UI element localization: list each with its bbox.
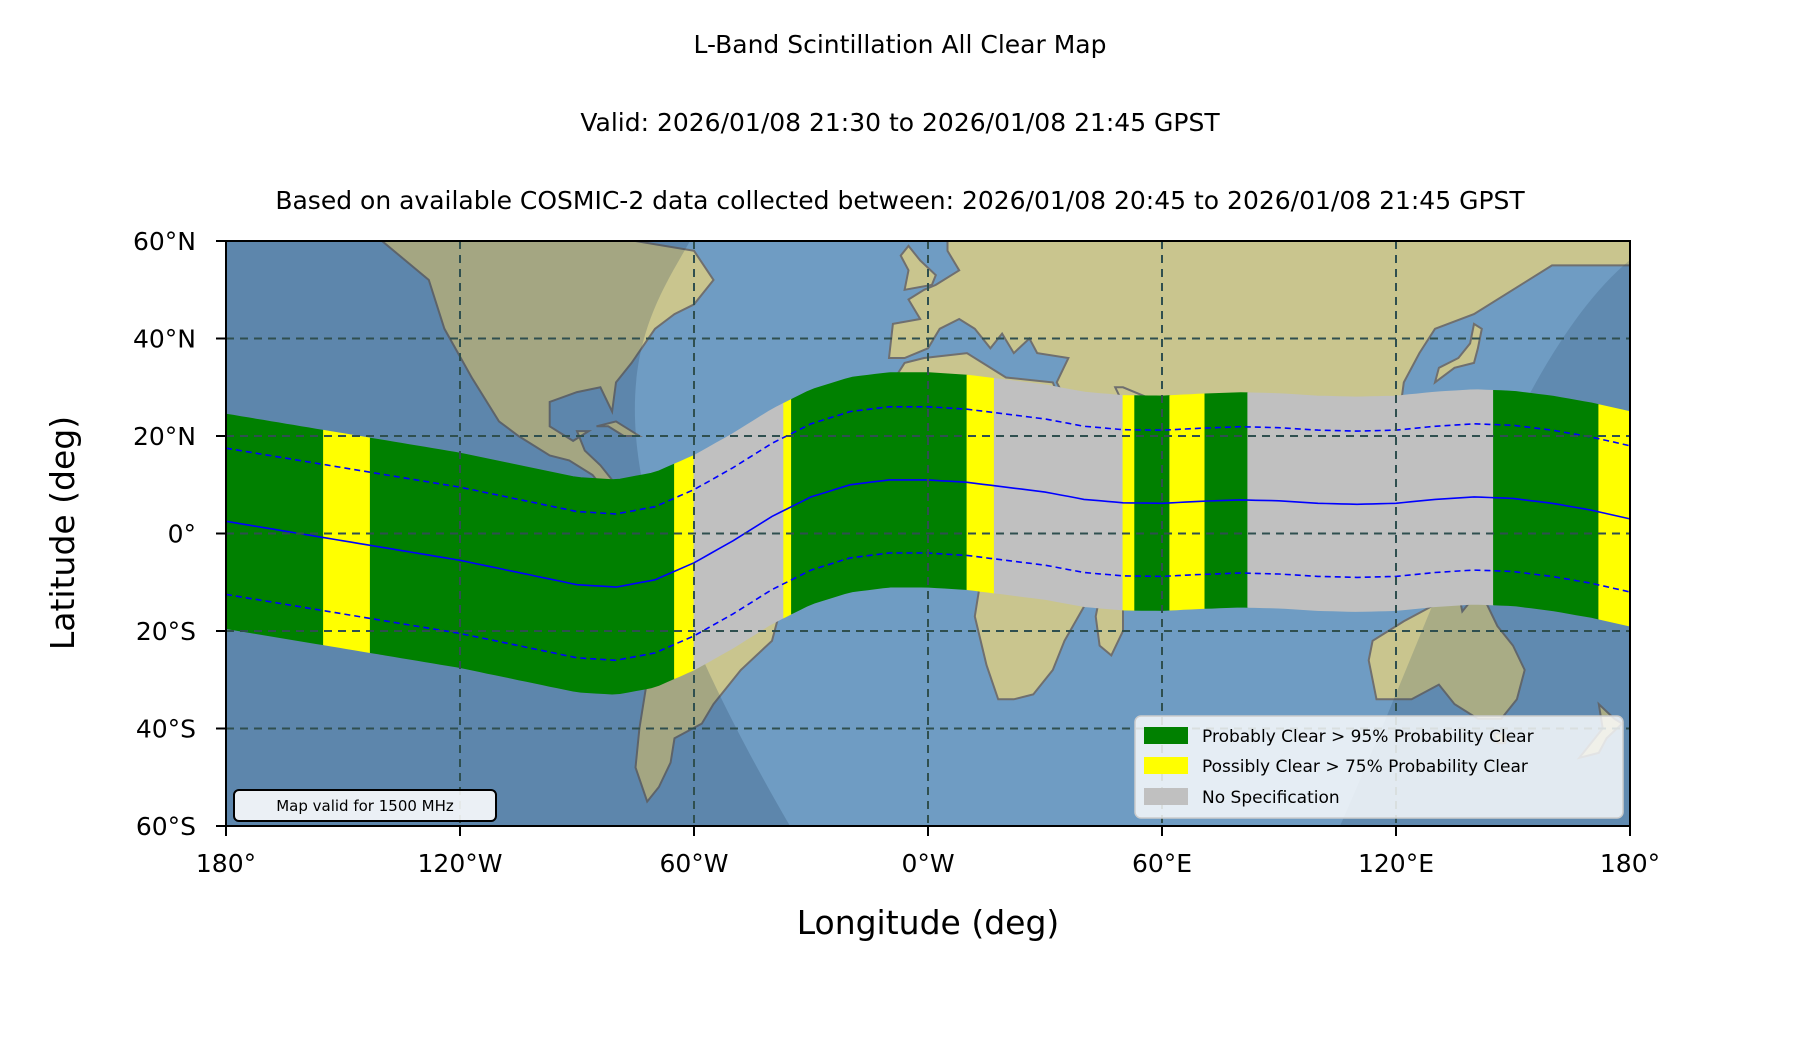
x-axis-label: Longitude (deg) <box>797 903 1060 942</box>
frequency-note: Map valid for 1500 MHz <box>233 789 497 822</box>
legend: Probably Clear > 95% Probability Clear P… <box>1134 715 1624 819</box>
x-tick-label: 180° <box>196 849 256 878</box>
x-tick-label: 60°E <box>1132 849 1192 878</box>
map-subtitle: Valid: 2026/01/08 21:30 to 2026/01/08 21… <box>580 108 1220 137</box>
map-title: L-Band Scintillation All Clear Map <box>693 30 1107 59</box>
legend-label-probably-clear: Probably Clear > 95% Probability Clear <box>1202 727 1534 747</box>
band-segment-probably-clear <box>791 372 968 615</box>
legend-label-no-specification: No Specification <box>1202 788 1340 808</box>
x-tick-label: 0°W <box>901 849 954 878</box>
land-north-america <box>272 241 715 497</box>
y-axis-label: Latitude (deg) <box>43 416 82 650</box>
land-cuba <box>596 420 643 437</box>
map-data-window: Based on available COSMIC-2 data collect… <box>275 186 1525 215</box>
legend-swatch-no-specification <box>1144 788 1188 805</box>
land-japan <box>1433 322 1483 385</box>
y-tick-label: 40°N <box>133 325 196 354</box>
frequency-note-text: Map valid for 1500 MHz <box>276 797 454 815</box>
x-tick-label: 120°E <box>1358 849 1434 878</box>
x-axis: 180° 120°W 60°W 0°W 60°E 120°E 180° <box>196 826 1660 878</box>
y-tick-label: 20°N <box>133 422 196 451</box>
x-tick-label: 180° <box>1600 849 1660 878</box>
y-tick-label: 0° <box>168 520 196 549</box>
x-tick-label: 60°W <box>659 849 728 878</box>
y-tick-label: 60°S <box>136 812 196 841</box>
legend-label-possibly-clear: Possibly Clear > 75% Probability Clear <box>1202 757 1528 777</box>
y-tick-label: 40°S <box>136 715 196 744</box>
scintillation-band <box>226 372 1630 695</box>
y-axis: 60°N 40°N 20°N 0° 20°S 40°S 60°S <box>133 227 226 841</box>
legend-swatch-possibly-clear <box>1144 757 1188 774</box>
y-tick-label: 60°N <box>133 227 196 256</box>
legend-swatch-probably-clear <box>1144 727 1188 744</box>
x-tick-label: 120°W <box>418 849 503 878</box>
legend-box <box>1134 715 1624 819</box>
y-tick-label: 20°S <box>136 617 196 646</box>
frequency-note-box <box>233 789 497 822</box>
land-uk <box>899 244 937 292</box>
